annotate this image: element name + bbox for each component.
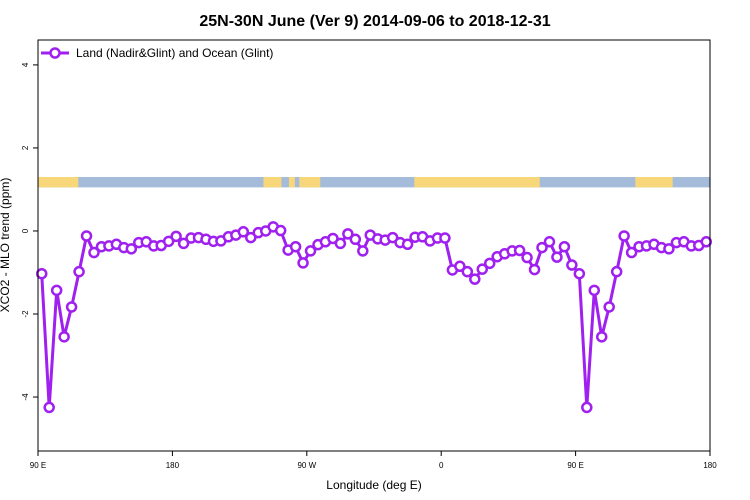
data-point [469,273,481,285]
land-segment [263,177,282,188]
data-point [528,263,541,276]
data-point [43,401,55,414]
data-point [50,284,63,297]
data-point [304,245,317,257]
y-tick-label: 0 [21,228,30,233]
land-segment [414,177,540,188]
ocean-band [38,177,710,188]
data-point [73,265,85,278]
data-point [237,226,250,238]
y-tick-label: 4 [21,62,30,67]
data-point [439,232,451,244]
plot-frame [37,39,711,452]
data-point [80,230,93,242]
data-point [177,237,190,250]
land-segment [635,177,673,188]
y-tick-label: -4 [21,393,30,401]
x-tick-label: 90 W [297,461,316,470]
x-tick-label: 180 [703,461,717,470]
series-line [40,225,707,409]
data-point [162,235,175,248]
legend-marker [49,47,61,59]
data-point [513,244,526,257]
data-point [603,301,615,313]
data-point [88,246,100,259]
data-point [588,284,601,297]
data-point [581,401,593,414]
data-point [357,245,369,257]
data-point [297,257,309,269]
land-segment [38,177,79,188]
data-point [454,260,466,273]
data-point [125,243,138,255]
data-point [35,267,48,280]
x-tick-label: 180 [166,461,180,470]
y-tick-label: -2 [21,310,30,318]
data-point [349,233,362,246]
x-axis-label: Longitude (deg E) [326,478,421,492]
data-point [625,246,638,259]
data-point [573,267,586,280]
data-point [521,251,533,264]
data-point [327,232,339,245]
data-point [65,301,78,313]
data-point [558,240,571,253]
data-point [170,230,182,243]
surface-type-strip [38,177,710,188]
data-point [610,265,623,278]
data-point [566,259,578,271]
data-point [401,238,414,251]
data-point [334,237,347,250]
data-point [663,243,675,255]
data-point [274,224,287,237]
data-point [543,236,556,248]
data-point [476,263,489,275]
land-segment [299,177,303,188]
x-tick-label: 90 E [567,461,583,470]
data-point [483,257,496,270]
land-segment [302,177,321,188]
chart-title: 25N-30N June (Ver 9) 2014-09-06 to 2018-… [199,13,550,30]
y-axis-label: XCO2 - MLO trend (ppm) [0,178,12,313]
data-point [536,241,548,254]
data-point [58,331,70,343]
data-point [595,331,608,343]
data-point [618,230,630,242]
data-point [342,228,354,240]
land-segment [288,177,295,188]
legend-label: Land (Nadir&Glint) and Ocean (Glint) [76,46,273,60]
data-point [551,251,563,263]
data-point [386,231,399,244]
data-point [700,236,713,248]
x-tick-label: 0 [439,461,444,470]
y-axis-ticks: -4 -2 0 2 4 [21,62,38,401]
x-axis-ticks: 90 E 180 90 W 0 90 E 180 [30,451,717,470]
data-series [35,221,713,414]
data-point [245,231,257,244]
data-point [289,240,302,253]
data-point [461,265,474,278]
legend: Land (Nadir&Glint) and Ocean (Glint) [41,46,273,60]
y-tick-label: 2 [21,145,30,150]
x-tick-label: 90 E [30,461,46,470]
